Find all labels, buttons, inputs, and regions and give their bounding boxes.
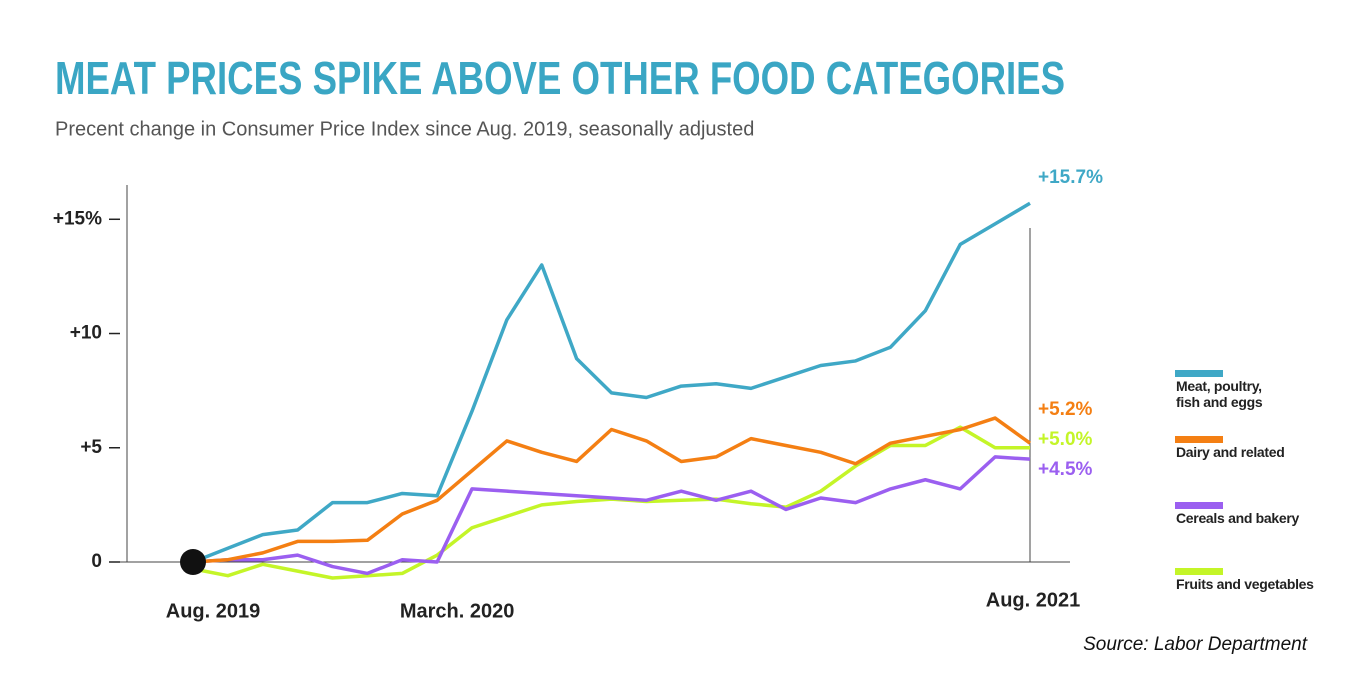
end-label: +15.7%: [1038, 167, 1103, 188]
x-tick-label: Aug. 2019: [166, 600, 260, 622]
chart-subtitle: Precent change in Consumer Price Index s…: [55, 118, 754, 140]
legend-swatch: [1175, 436, 1223, 443]
legend-swatch: [1175, 568, 1223, 575]
y-tick-label: +15%: [53, 208, 102, 229]
y-tick-label: +5: [80, 437, 102, 458]
series-line: [192, 455, 1031, 576]
y-tick-label: +10: [70, 323, 102, 344]
legend-swatch: [1175, 502, 1223, 509]
y-tick-label: 0: [91, 551, 102, 572]
x-tick-label: March. 2020: [400, 600, 515, 622]
source: Source: Labor Department: [1083, 634, 1308, 655]
origin-dot: [180, 549, 206, 575]
legend-label: Cereals and bakery: [1176, 510, 1300, 526]
legend-label: Fruits and vegetables: [1176, 576, 1314, 592]
series-line: [192, 425, 1030, 580]
x-tick-label: Aug. 2021: [986, 589, 1080, 611]
legend-swatch: [1175, 370, 1223, 377]
end-label: +5.0%: [1038, 429, 1093, 450]
legend-label: Dairy and related: [1176, 444, 1285, 460]
chart-title: MEAT PRICES SPIKE ABOVE OTHER FOOD CATEG…: [55, 52, 1065, 104]
series-line: [192, 416, 1032, 564]
series-line: [192, 201, 1031, 564]
end-label: +4.5%: [1038, 459, 1093, 480]
legend-label: Meat, poultry, fish and eggs: [1176, 378, 1263, 410]
end-label: +5.2%: [1038, 399, 1093, 420]
